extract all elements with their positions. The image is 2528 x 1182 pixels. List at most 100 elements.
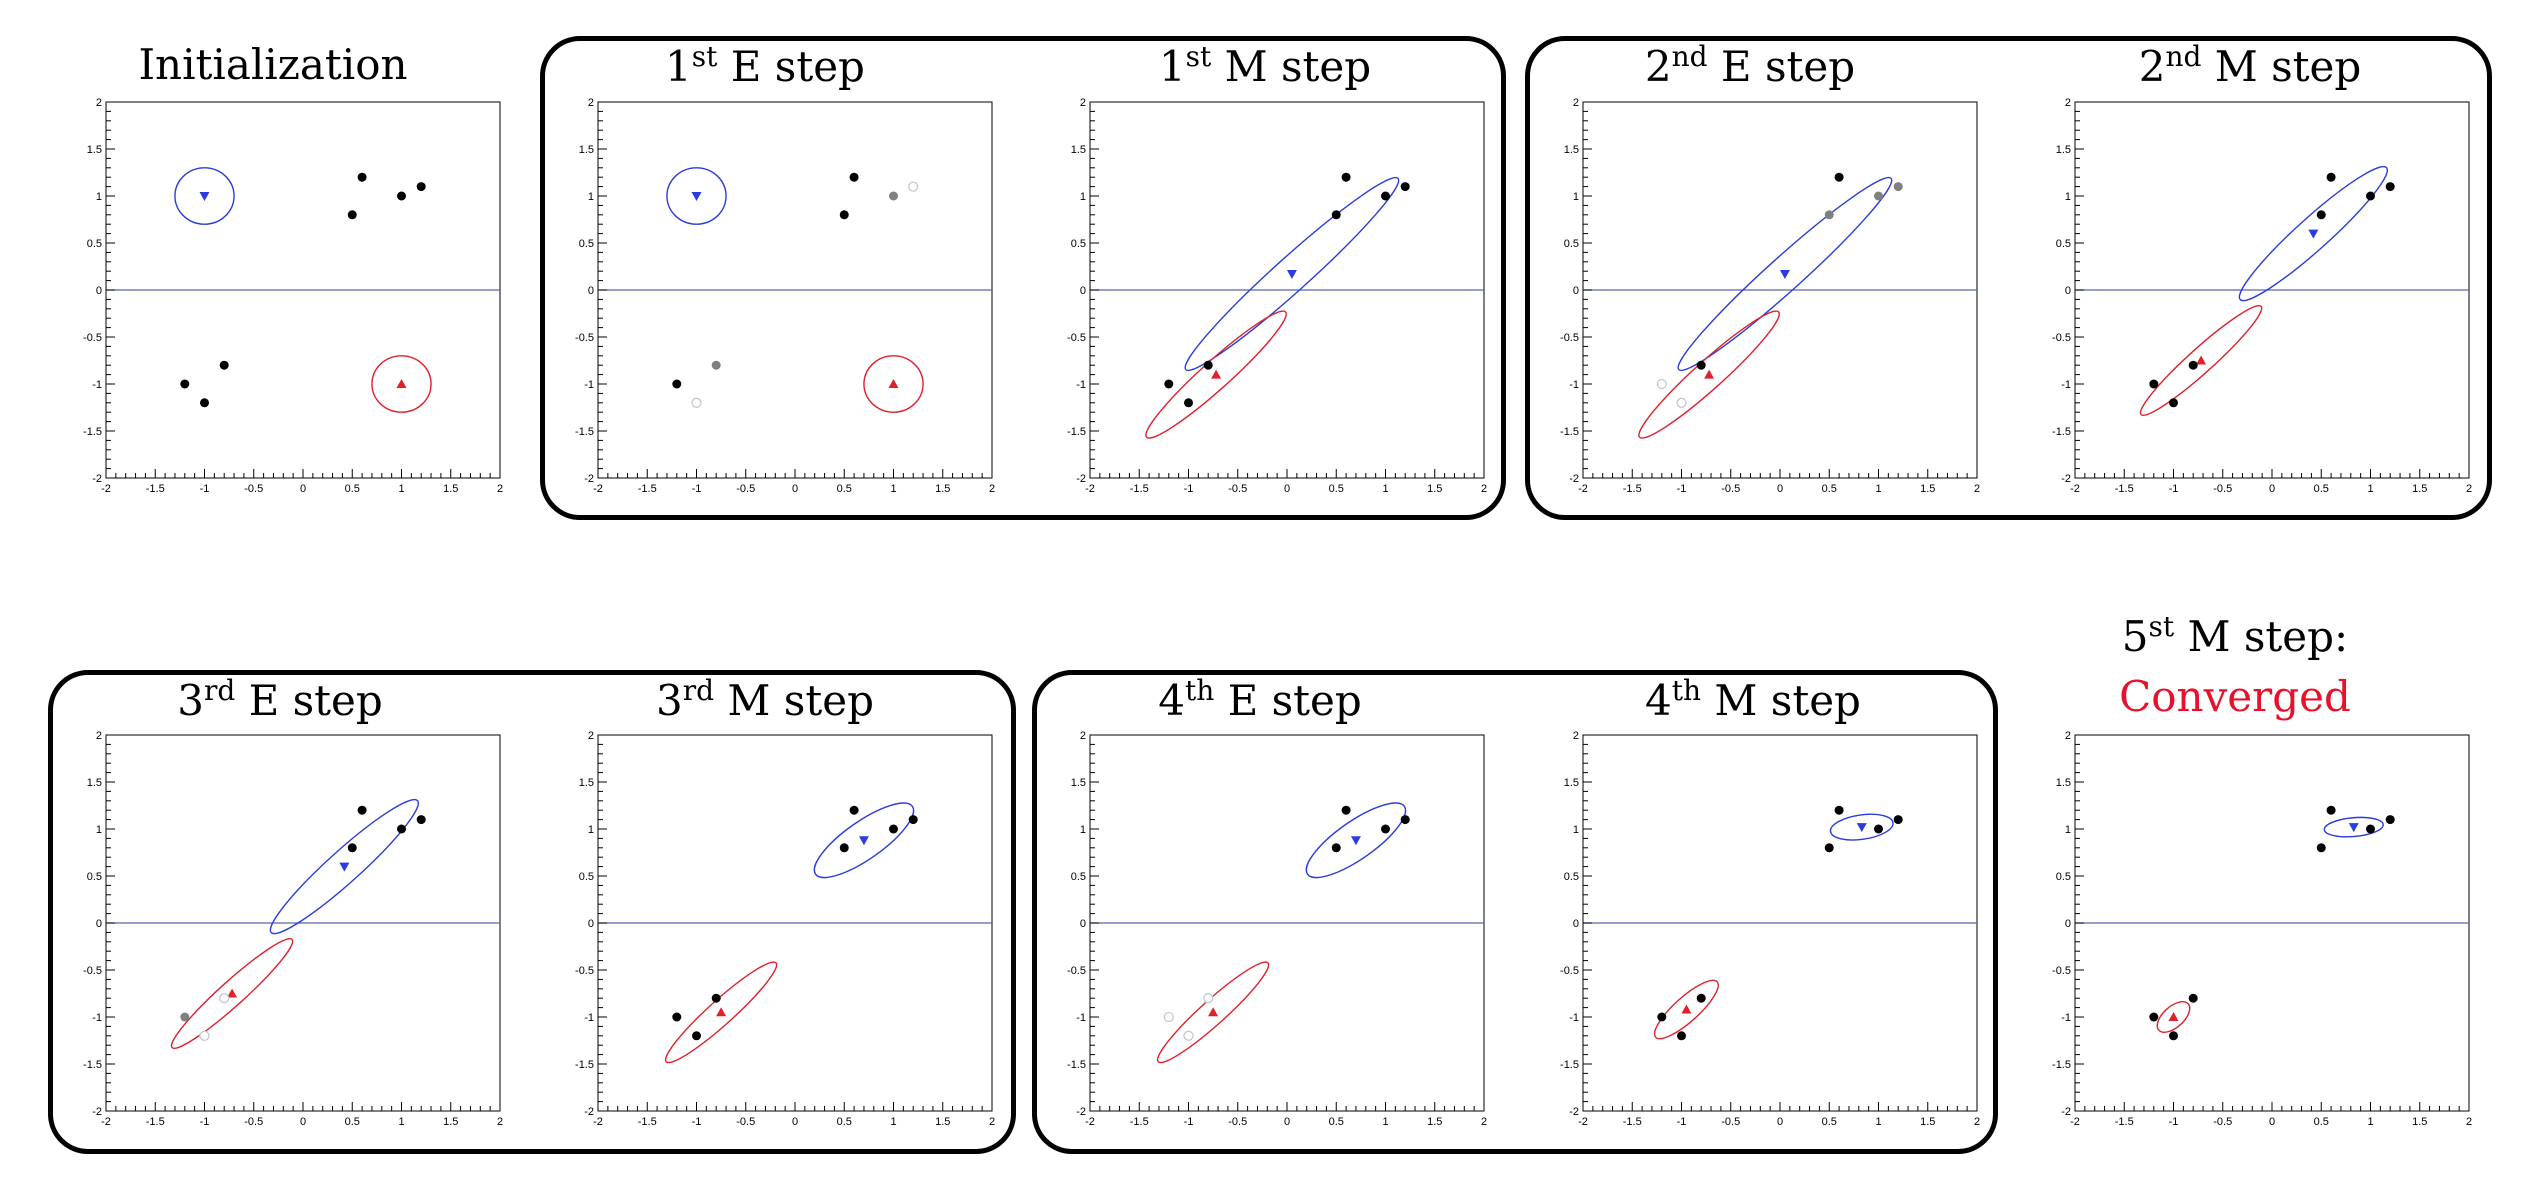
y-tick-label: 0.5 bbox=[1071, 871, 1086, 883]
y-tick-label: 0.5 bbox=[579, 871, 594, 883]
x-tick-label: 1 bbox=[890, 483, 896, 495]
data-point bbox=[1696, 993, 1706, 1003]
x-tick-label: 1 bbox=[1875, 1116, 1881, 1128]
red-component-ellipse bbox=[2156, 1001, 2191, 1033]
plot-init: -2 -1.5 -1 -0.5 0 0.5 1 1.5 2 -2 -1.5 -1 -0.5 0 0.5 1 1.… bbox=[83, 97, 503, 495]
y-tick-label: 1.5 bbox=[2056, 777, 2071, 789]
title-suffix: th bbox=[1671, 674, 1702, 707]
x-tick-label: 1 bbox=[1382, 1116, 1388, 1128]
title-text: E step bbox=[1707, 42, 1856, 91]
data-point bbox=[200, 398, 209, 408]
x-tick-label: 0.5 bbox=[1329, 1116, 1344, 1128]
x-tick-label: -0.5 bbox=[1228, 483, 1247, 495]
y-tick-label: 1 bbox=[96, 191, 102, 203]
data-point bbox=[2149, 379, 2159, 389]
data-point bbox=[2385, 182, 2395, 192]
title-text: E step bbox=[235, 676, 383, 725]
x-tick-label: -0.5 bbox=[736, 1116, 755, 1128]
title-suffix: st bbox=[691, 40, 718, 73]
data-point bbox=[357, 172, 367, 182]
panel-title-m5: 5st M step: bbox=[2060, 610, 2410, 661]
y-tick-label: 2 bbox=[2065, 97, 2071, 109]
data-point bbox=[849, 172, 859, 182]
y-tick-label: 2 bbox=[2065, 730, 2071, 742]
y-tick-label: 1 bbox=[1573, 824, 1579, 836]
x-tick-label: 0.5 bbox=[1329, 483, 1344, 495]
blue-mean-marker bbox=[1350, 836, 1361, 846]
data-point bbox=[1657, 1012, 1667, 1022]
x-tick-label: -1.5 bbox=[146, 483, 165, 495]
title-suffix: nd bbox=[1671, 40, 1708, 73]
x-tick-label: -2 bbox=[101, 1116, 111, 1128]
data-point bbox=[908, 815, 918, 825]
x-tick-label: -1.5 bbox=[638, 1116, 657, 1128]
data-point bbox=[1874, 191, 1883, 201]
panel-title-e1: 1st E step bbox=[590, 40, 940, 91]
y-tick-label: -1 bbox=[92, 1012, 102, 1024]
title-suffix: nd bbox=[2165, 40, 2202, 73]
data-point bbox=[199, 1030, 210, 1041]
x-tick-label: 1.5 bbox=[935, 1116, 950, 1128]
x-tick-label: -0.5 bbox=[1228, 1116, 1247, 1128]
y-tick-label: 1 bbox=[96, 824, 102, 836]
red-mean-marker bbox=[888, 379, 899, 388]
plot-e4: -2 -1.5 -1 -0.5 0 0.5 1 1.5 2 -2 -1.5 -1 -0.5 0 0.5 1 1.… bbox=[1067, 730, 1487, 1128]
x-tick-label: 0 bbox=[2269, 483, 2275, 495]
y-tick-label: -0.5 bbox=[1560, 965, 1579, 977]
x-tick-label: 1.5 bbox=[935, 483, 950, 495]
data-point bbox=[2326, 172, 2336, 182]
x-tick-label: -2 bbox=[2070, 483, 2080, 495]
data-point bbox=[1874, 824, 1883, 834]
y-tick-label: 1 bbox=[1573, 191, 1579, 203]
x-tick-label: -1.5 bbox=[1130, 483, 1149, 495]
x-tick-label: -1 bbox=[200, 483, 210, 495]
data-point bbox=[692, 1031, 701, 1041]
x-tick-label: -2 bbox=[2070, 1116, 2080, 1128]
y-tick-label: 1.5 bbox=[87, 777, 102, 789]
y-tick-label: -0.5 bbox=[575, 332, 594, 344]
x-tick-label: -2 bbox=[101, 483, 111, 495]
data-point bbox=[2169, 1031, 2178, 1041]
y-tick-label: -2 bbox=[1076, 473, 1086, 485]
panel-title-init: Initialization bbox=[98, 40, 448, 89]
red-component-ellipse bbox=[371, 355, 432, 413]
data-point bbox=[416, 815, 426, 825]
y-tick-label: 0.5 bbox=[87, 238, 102, 250]
blue-component-ellipse bbox=[2238, 165, 2389, 302]
y-tick-label: 0.5 bbox=[1071, 238, 1086, 250]
y-tick-label: 2 bbox=[1573, 97, 1579, 109]
x-tick-label: 1.5 bbox=[1427, 1116, 1442, 1128]
y-tick-label: -2 bbox=[584, 473, 594, 485]
x-tick-label: -1 bbox=[2169, 483, 2179, 495]
y-tick-label: 1.5 bbox=[1564, 144, 1579, 156]
x-tick-label: -1.5 bbox=[1623, 483, 1642, 495]
panel-title-m1: 1st M step bbox=[1090, 40, 1440, 91]
data-point bbox=[2316, 210, 2326, 220]
data-point bbox=[889, 191, 898, 201]
y-tick-label: 0 bbox=[1573, 285, 1579, 297]
y-tick-label: -0.5 bbox=[83, 332, 102, 344]
red-mean-marker bbox=[396, 379, 407, 388]
x-tick-label: -2 bbox=[593, 1116, 603, 1128]
data-point bbox=[219, 993, 230, 1004]
title-number: 2 bbox=[2138, 42, 2166, 91]
y-tick-label: 0 bbox=[1573, 918, 1579, 930]
red-component-ellipse bbox=[2139, 304, 2263, 417]
x-tick-label: 0.5 bbox=[2314, 1116, 2329, 1128]
data-point bbox=[839, 843, 849, 853]
x-tick-label: -0.5 bbox=[1721, 483, 1740, 495]
red-component-ellipse bbox=[1156, 961, 1270, 1064]
data-point bbox=[1203, 360, 1213, 370]
title-number: 1 bbox=[1158, 42, 1186, 91]
title-number: 3 bbox=[177, 676, 204, 725]
y-tick-label: -2 bbox=[1569, 473, 1579, 485]
red-mean-marker bbox=[1704, 369, 1715, 379]
title-text: M step bbox=[1211, 42, 1372, 91]
data-point bbox=[347, 210, 357, 220]
y-tick-label: 1 bbox=[1080, 191, 1086, 203]
red-mean-marker bbox=[227, 988, 238, 998]
data-point bbox=[2385, 815, 2395, 825]
blue-mean-marker bbox=[691, 192, 702, 201]
title-text: E step bbox=[717, 42, 865, 91]
group-frame-iteration-2 bbox=[1525, 36, 2492, 520]
